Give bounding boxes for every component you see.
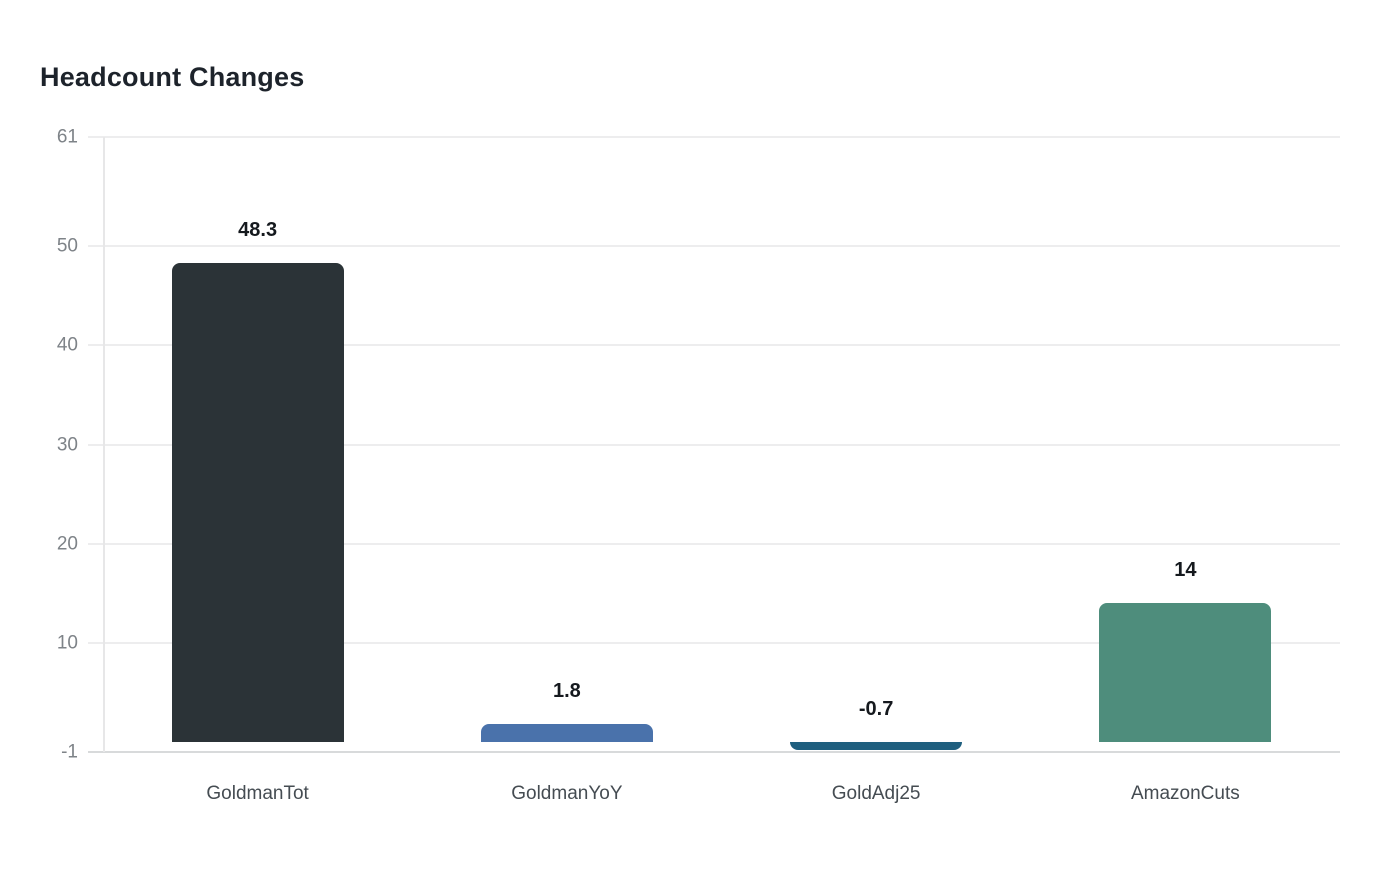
y-tick-label: 40 [56,334,78,356]
y-tick-label: 30 [56,434,78,455]
y-tick-label: -1 [61,741,78,763]
x-tick-label: GoldmanYoY [511,783,623,804]
chart-title: Headcount Changes [40,62,305,92]
y-tick-label: 61 [56,126,78,148]
bar [1099,603,1272,743]
y-tick-label: 20 [56,533,78,555]
bar-value-label: 14 [1174,559,1197,582]
y-tick-label: 50 [56,235,78,257]
gridline [88,344,1340,347]
gridline [88,443,1340,446]
x-tick-label: GoldAdj25 [831,783,921,804]
gridline [88,542,1340,545]
x-tick-label: AmazonCuts [1130,783,1240,804]
bar [790,742,963,751]
gridline [88,245,1340,248]
x-tick-label: GoldmanTot [206,783,309,804]
bar-value-label: 48.3 [238,218,278,241]
gridline [88,136,1340,138]
gridline [88,751,1340,753]
gridline [88,641,1340,644]
bar-value-label: 1.8 [552,680,581,703]
y-tick-label: 10 [56,632,78,654]
bar [480,724,653,743]
y-axis-line [103,137,105,752]
bar-value-label: -0.7 [858,698,894,721]
bar [171,262,344,743]
plot-area: -1 10 20 30 40 50 61 48.3 GoldmanTot 1.8 GoldmanYo… [57,128,1340,804]
